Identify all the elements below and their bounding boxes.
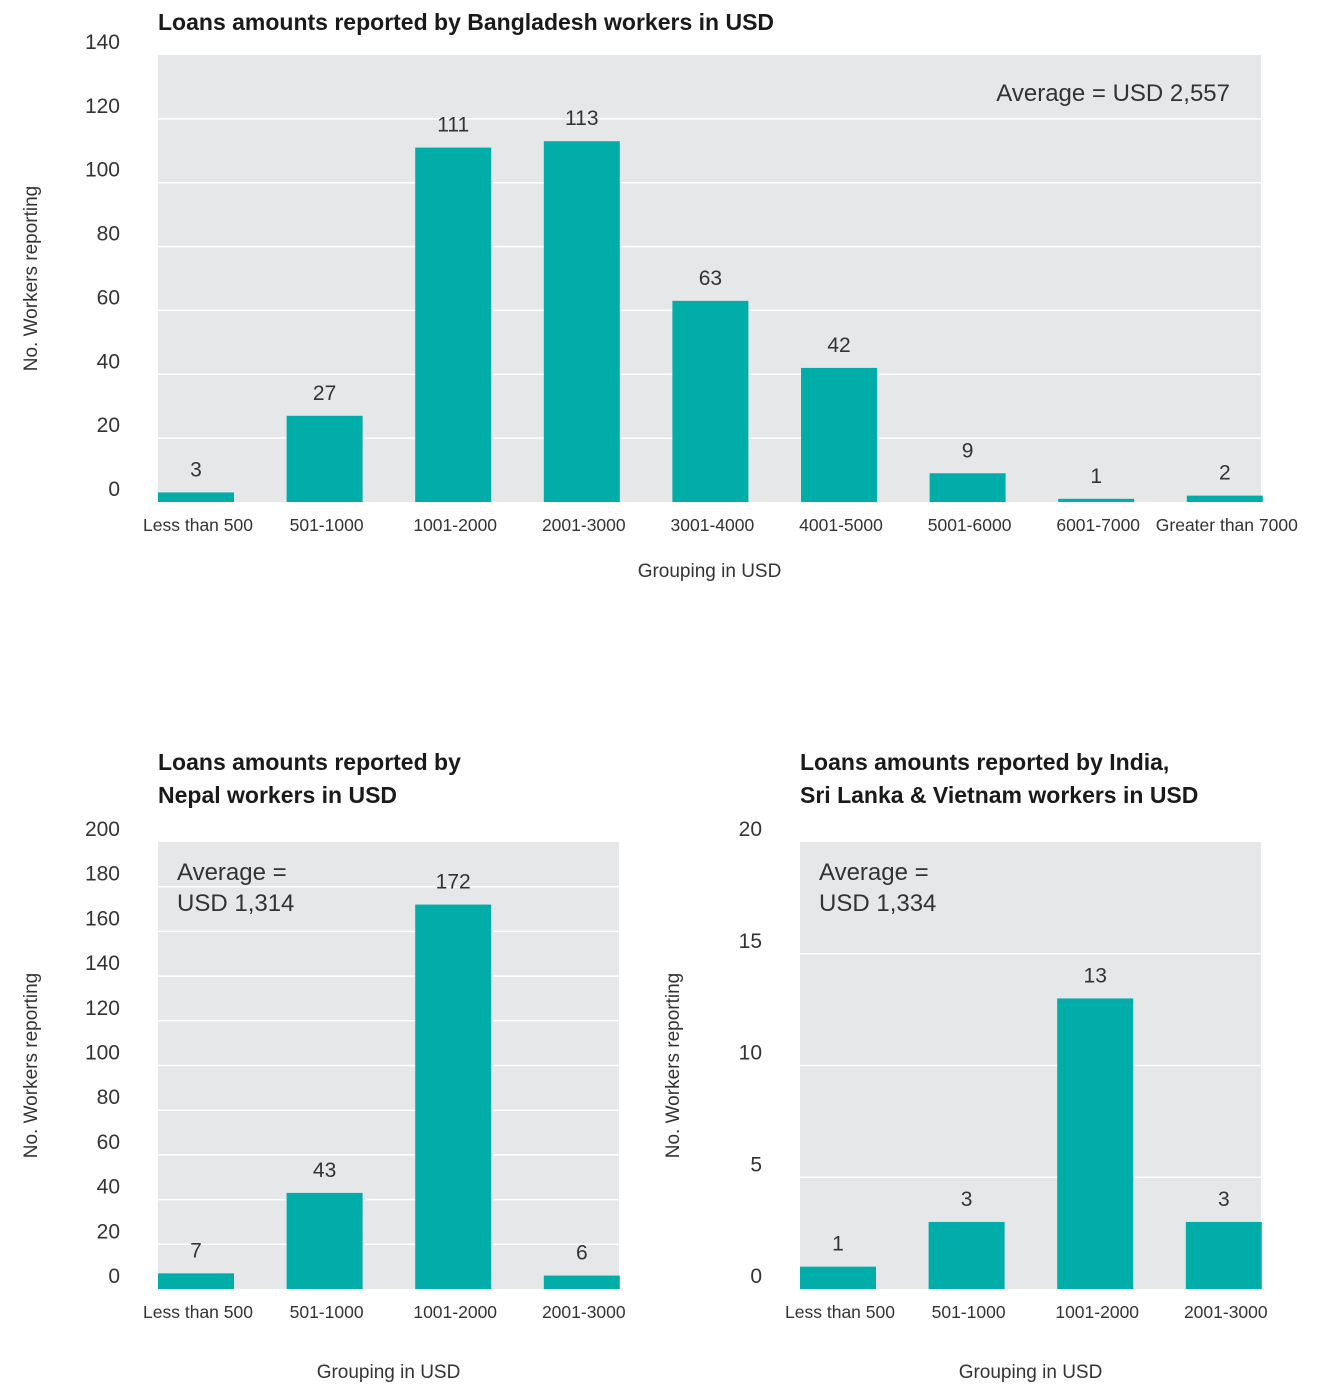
india-srilanka-vietnam-chart-svg: 0 5 10 15 20 1 Less than 500 3 501-1000 13 1001-20…: [663, 818, 1268, 1383]
bangladesh-chart-title: Loans amounts reported by Bangladesh wor…: [158, 9, 775, 35]
bar: [800, 1266, 876, 1289]
y-axis-label: No. Workers reporting: [21, 186, 42, 372]
x-tick-label: 5001-6000: [928, 515, 1012, 535]
data-label: 172: [436, 871, 471, 894]
data-label: 3: [190, 458, 202, 481]
data-label: 63: [699, 267, 722, 290]
x-tick-label: 2001-3000: [1184, 1302, 1268, 1322]
data-label: 43: [313, 1159, 336, 1182]
nepal-chart-title-line-1: Loans amounts reported by: [158, 749, 461, 775]
x-tick-label: 1001-2000: [413, 515, 497, 535]
bar: [415, 147, 492, 503]
x-tick-label: Less than 500: [785, 1302, 895, 1322]
data-label: 7: [190, 1239, 202, 1262]
average-annotation: USD 1,314: [177, 890, 294, 917]
bar: [415, 904, 492, 1289]
y-tick-label: 15: [739, 930, 762, 953]
average-annotation: USD 1,334: [819, 890, 936, 917]
y-tick-label: 20: [97, 1220, 120, 1243]
bangladesh-chart-svg: 0 20 40 60 80 100 120 140 3 Less than 500 27 501-10…: [21, 31, 1298, 582]
y-tick-label: 20: [739, 818, 762, 841]
bar: [286, 415, 363, 502]
nepal-chart-svg: 0 20 40 60 80 100 120 140 160 180 200 7 Less than 50…: [21, 818, 626, 1383]
nepal-chart-title: Loans amounts reported by Nepal workers …: [158, 746, 461, 812]
data-label: 1: [1090, 465, 1102, 488]
bangladesh-chart: Loans amounts reported by Bangladesh wor…: [0, 0, 1317, 600]
bar: [1185, 1221, 1262, 1289]
data-label: 1: [832, 1233, 844, 1256]
data-label: 3: [1218, 1188, 1230, 1211]
y-tick-label: 160: [85, 907, 120, 930]
y-tick-label: 0: [108, 478, 120, 501]
nepal-chart-title-line-2: Nepal workers in USD: [158, 782, 398, 808]
y-tick-label: 40: [97, 1176, 120, 1199]
data-label: 13: [1084, 964, 1107, 987]
x-tick-label: 501-1000: [932, 1302, 1006, 1322]
india-srilanka-vietnam-chart: Loans amounts reported by India, Sri Lan…: [642, 740, 1317, 1387]
y-tick-label: 40: [97, 350, 120, 373]
x-tick-label: 6001-7000: [1056, 515, 1140, 535]
data-label: 113: [565, 107, 598, 130]
data-label: 42: [827, 334, 850, 357]
x-tick-label: Less than 500: [143, 515, 253, 535]
x-tick-label: Less than 500: [143, 1302, 253, 1322]
y-tick-label: 100: [85, 159, 120, 182]
y-tick-label: 5: [750, 1153, 762, 1176]
y-tick-label: 200: [85, 818, 120, 841]
nepal-chart: Loans amounts reported by Nepal workers …: [0, 740, 660, 1387]
y-tick-label: 0: [750, 1265, 762, 1288]
y-tick-label: 140: [85, 952, 120, 975]
bar: [1058, 498, 1135, 502]
x-tick-label: 501-1000: [290, 1302, 364, 1322]
bar: [672, 300, 749, 502]
bar: [1057, 998, 1134, 1289]
bar: [286, 1192, 363, 1289]
y-tick-label: 80: [97, 223, 120, 246]
bar: [801, 367, 877, 502]
x-axis-label: Grouping in USD: [317, 1362, 461, 1383]
bar: [928, 1221, 1005, 1289]
y-tick-label: 10: [739, 1042, 762, 1065]
india-srilanka-vietnam-chart-title: Loans amounts reported by India, Sri Lan…: [800, 746, 1198, 812]
data-label: 6: [576, 1242, 588, 1265]
x-tick-label: 1001-2000: [413, 1302, 497, 1322]
y-tick-label: 20: [97, 414, 120, 437]
data-label: 3: [961, 1188, 973, 1211]
x-tick-label: 2001-3000: [542, 515, 626, 535]
average-annotation: Average =: [177, 859, 287, 886]
bar: [158, 1273, 234, 1289]
data-label: 111: [437, 114, 469, 137]
x-tick-label: 2001-3000: [542, 1302, 626, 1322]
india-chart-title-line-2: Sri Lanka & Vietnam workers in USD: [800, 782, 1199, 808]
bar: [1186, 495, 1263, 502]
y-tick-label: 180: [85, 863, 120, 886]
x-tick-label: 3001-4000: [671, 515, 755, 535]
y-tick-label: 60: [97, 1131, 120, 1154]
india-chart-title-line-1: Loans amounts reported by India,: [800, 749, 1170, 775]
y-tick-label: 120: [85, 997, 120, 1020]
x-tick-label: 4001-5000: [799, 515, 883, 535]
average-annotation: Average = USD 2,557: [996, 80, 1230, 107]
bar: [543, 1275, 620, 1289]
data-label: 2: [1219, 462, 1231, 485]
x-tick-label: 501-1000: [290, 515, 364, 535]
y-tick-label: 140: [85, 31, 120, 54]
average-annotation: Average =: [819, 859, 929, 886]
bar: [543, 141, 620, 502]
x-tick-label: Greater than 7000: [1156, 515, 1298, 535]
x-axis-label: Grouping in USD: [638, 561, 782, 582]
y-tick-label: 0: [108, 1265, 120, 1288]
data-label: 9: [962, 439, 974, 462]
x-tick-label: 1001-2000: [1055, 1302, 1139, 1322]
y-axis-label: No. Workers reporting: [21, 973, 42, 1159]
y-tick-label: 80: [97, 1086, 120, 1109]
data-label: 27: [313, 382, 336, 405]
y-tick-label: 60: [97, 286, 120, 309]
bar: [929, 473, 1006, 502]
y-tick-label: 100: [85, 1042, 120, 1065]
y-axis-label: No. Workers reporting: [663, 973, 684, 1159]
bar: [158, 492, 234, 502]
x-axis-label: Grouping in USD: [959, 1362, 1103, 1383]
y-tick-label: 120: [85, 95, 120, 118]
